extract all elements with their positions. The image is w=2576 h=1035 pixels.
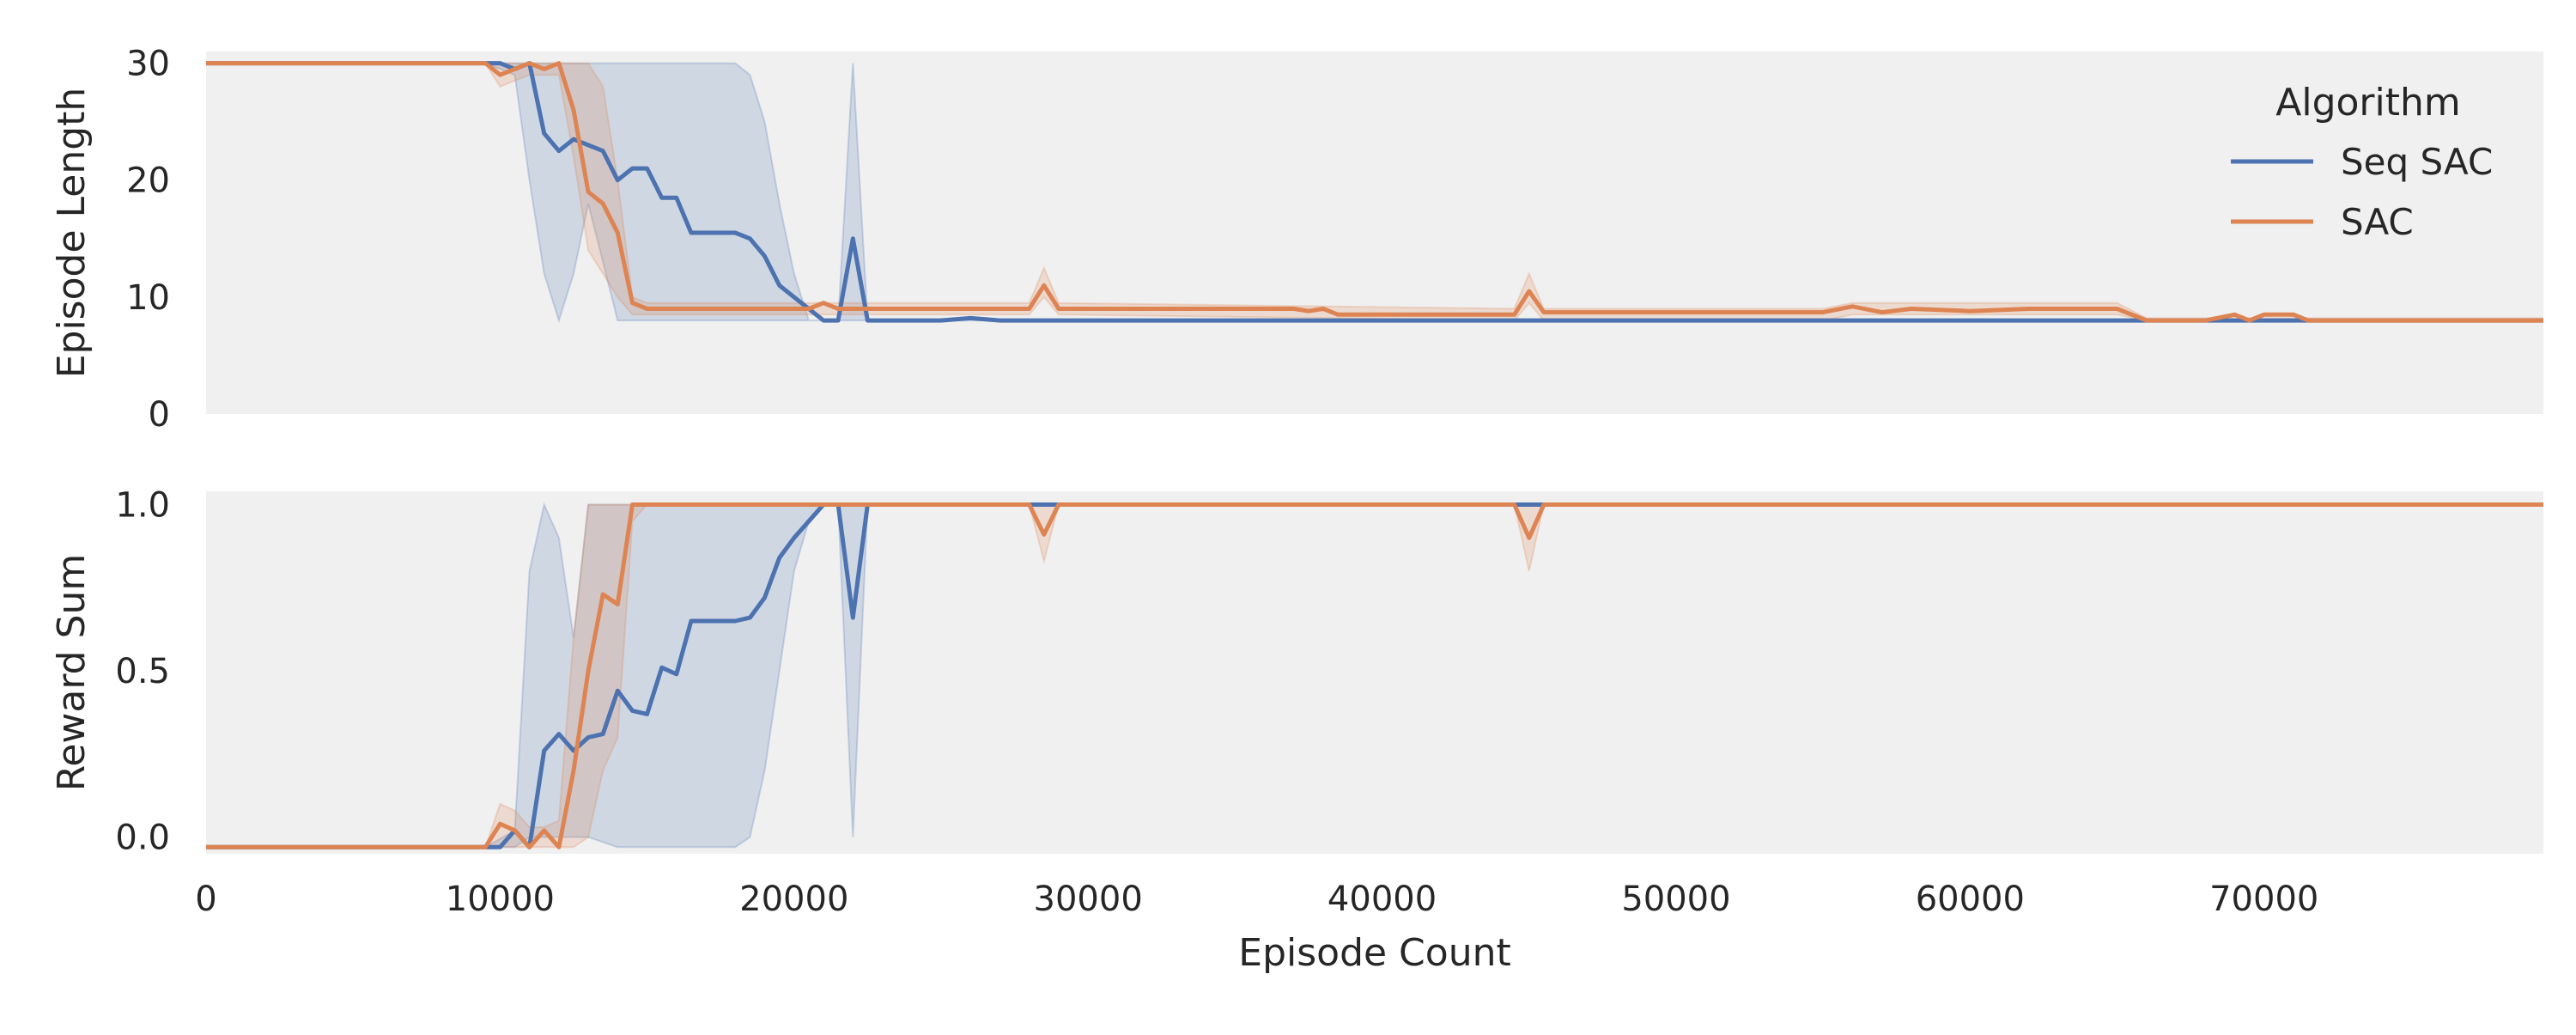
y-tick-label: 0 — [149, 395, 170, 435]
legend-label: SAC — [2341, 201, 2414, 243]
x-tick-label: 0 — [195, 880, 216, 919]
panel-2: 0.0 0.5 1.0 Reward Sum — [50, 485, 2543, 858]
y-tick-label: 20 — [126, 161, 170, 201]
legend-title: Algorithm — [2275, 81, 2461, 125]
x-axis-label: Episode Count — [1238, 931, 1510, 975]
legend: Algorithm Seq SAC SAC — [2231, 81, 2493, 243]
y-axis-label: Reward Sum — [50, 554, 94, 792]
y-tick-label: 1.0 — [115, 485, 170, 525]
y-axis-label: Episode Length — [50, 88, 94, 379]
y-tick-label: 10 — [126, 278, 170, 318]
y-tick-label: 30 — [126, 45, 170, 84]
x-tick-label: 10000 — [446, 880, 555, 919]
series-line-sac — [206, 61, 2543, 323]
plot-area — [206, 502, 2543, 849]
series-line-seq-sac — [206, 61, 2543, 323]
y-tick-label: 0.0 — [115, 819, 170, 858]
legend-label: Seq SAC — [2341, 141, 2493, 183]
x-tick-label: 20000 — [739, 880, 848, 919]
x-tick-label: 50000 — [1621, 880, 1730, 919]
plot-background — [206, 52, 2543, 414]
x-tick-label: 60000 — [1916, 880, 2025, 919]
x-tick-label: 70000 — [2209, 880, 2318, 919]
plot-background — [206, 491, 2543, 854]
confidence-band-seq-sac — [206, 502, 2543, 849]
series-line-sac — [206, 502, 2543, 849]
confidence-band-sac — [206, 503, 2543, 849]
y-tick-label: 0.5 — [115, 652, 170, 691]
plot-area — [206, 61, 2543, 324]
confidence-band-seq-sac — [206, 62, 2543, 324]
confidence-band-sac — [206, 62, 2543, 322]
panel-1: 0 10 20 30 Episode Length — [50, 45, 2543, 435]
x-tick-label: 30000 — [1034, 880, 1143, 919]
x-tick-label: 40000 — [1327, 880, 1437, 919]
